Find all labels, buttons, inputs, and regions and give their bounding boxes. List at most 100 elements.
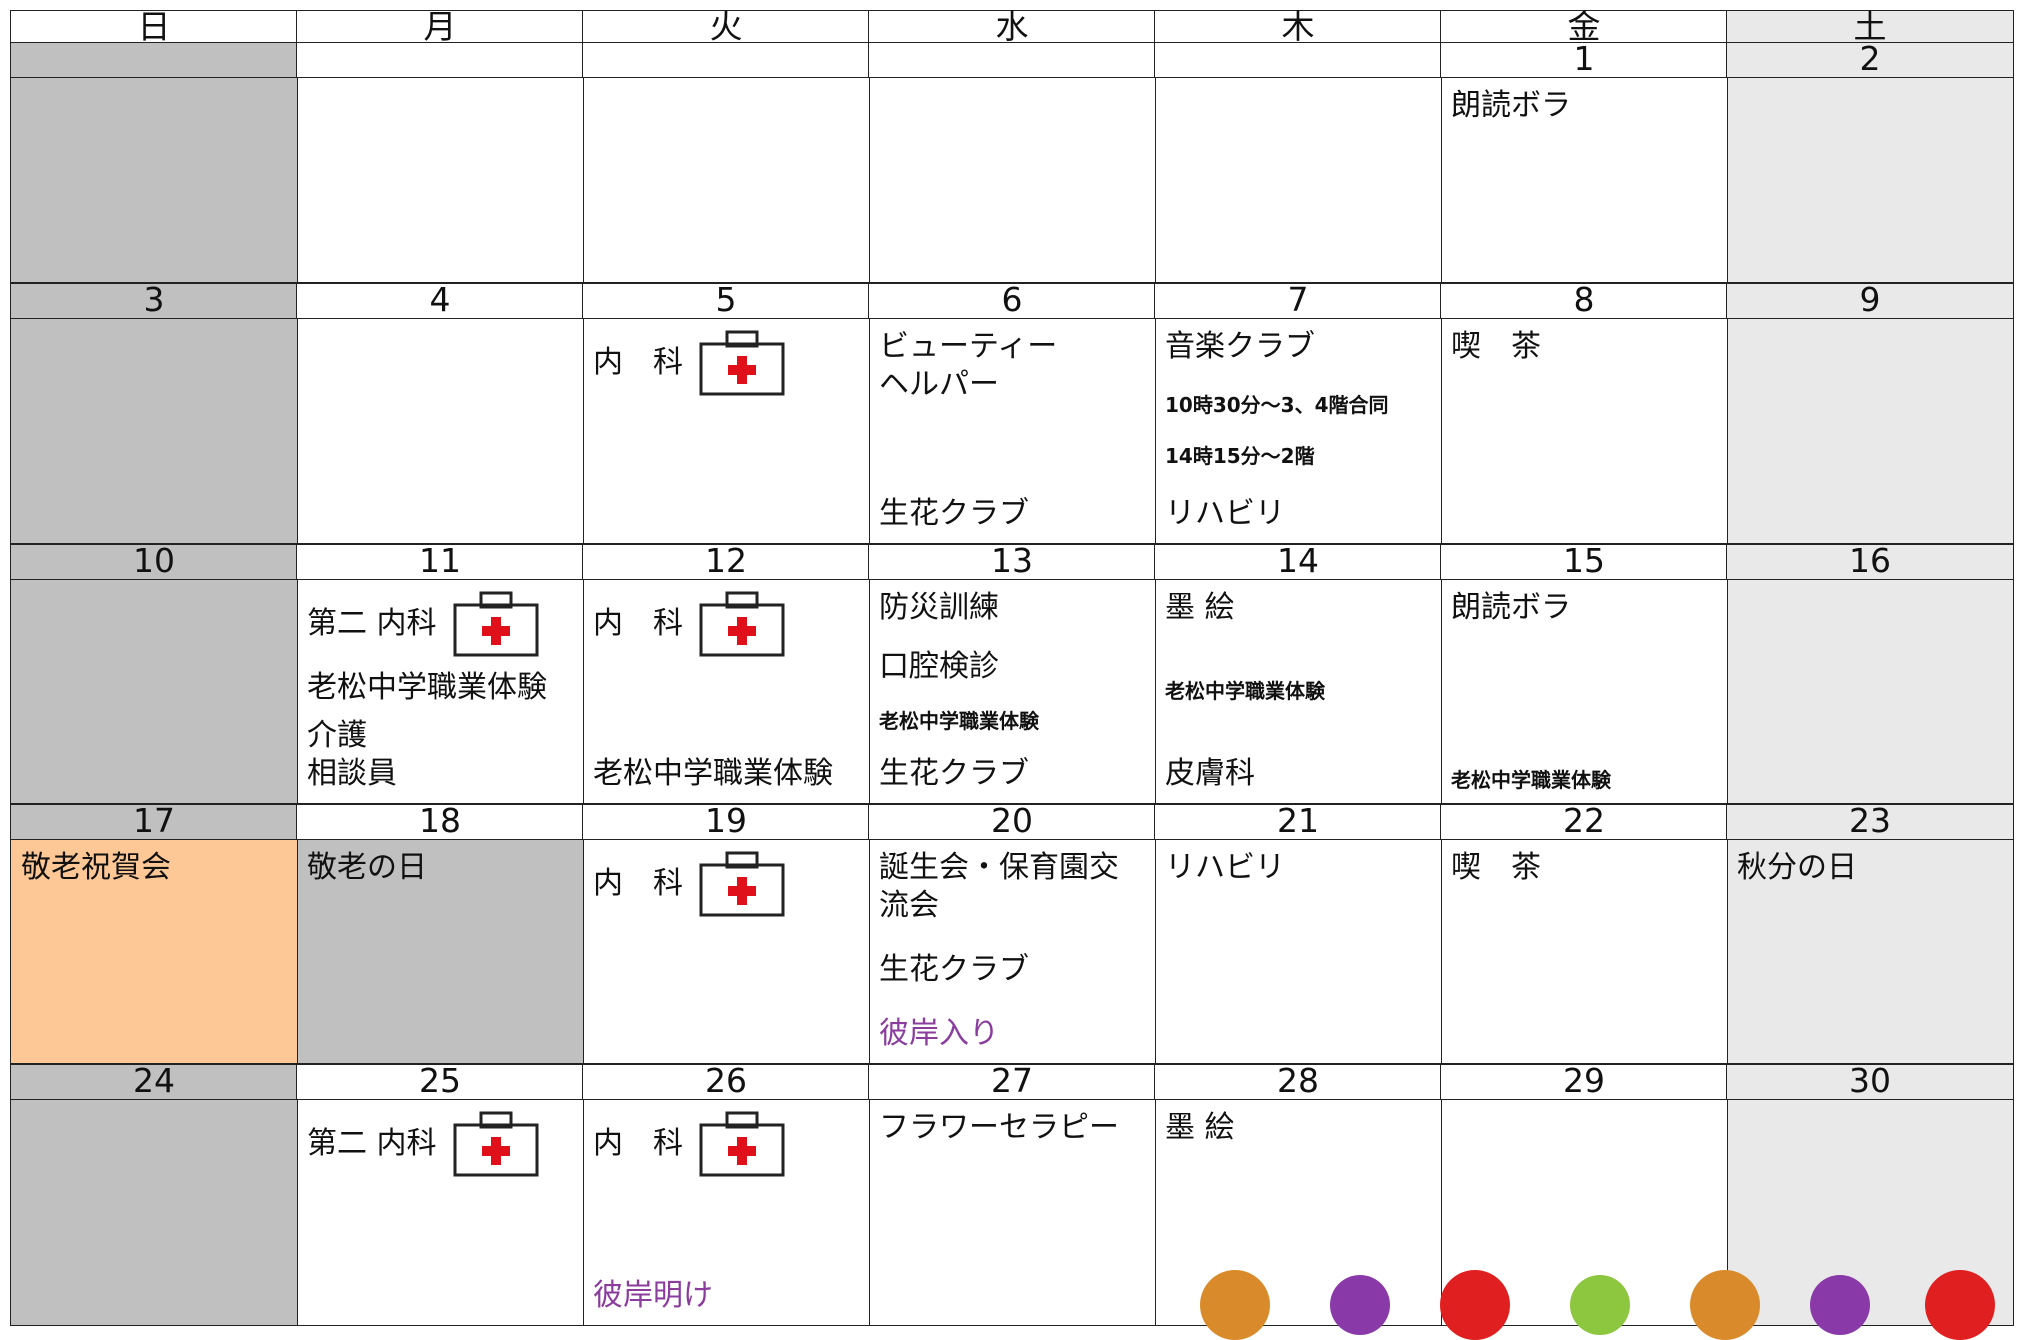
decoration [1440, 1270, 1510, 1340]
day-number: 3 [10, 283, 298, 319]
event: 14時15分～2階 [1165, 443, 1431, 469]
event: 生花クラブ [879, 495, 1145, 533]
day-cell: 第二 内科 老松中学職業体験 介護 相談員 [296, 578, 584, 804]
event: 内 科 [593, 849, 859, 919]
day-number: 23 [1726, 804, 2014, 840]
day-cell [10, 1098, 298, 1326]
day-cell: 朗読ボラ [1440, 76, 1728, 283]
event-text: 墨 絵 [1165, 1110, 1235, 1145]
medical-icon [453, 1111, 539, 1177]
day-cell: 敬老祝賀会 [10, 838, 298, 1064]
day-number: 24 [10, 1064, 298, 1100]
day-number: 10 [10, 544, 298, 580]
day-number: 9 [1726, 283, 2014, 319]
event-text: 音楽クラブ [1165, 329, 1315, 364]
day-number: 26 [582, 1064, 870, 1100]
decoration [1330, 1275, 1390, 1335]
day-number: 15 [1440, 544, 1728, 580]
event-text: 内 科 [593, 345, 683, 380]
day-number: 5 [582, 283, 870, 319]
event: 生花クラブ [879, 951, 1145, 989]
event-text: 老松中学職業体験 [879, 708, 1039, 733]
event-text: 老松中学職業体験 [1165, 679, 1325, 703]
event: 10時30分～3、4階合同 [1165, 392, 1431, 418]
event-text: 朗読ボラ [1451, 88, 1571, 123]
day-cell [1726, 76, 2014, 283]
weekday-header: 木 [1154, 10, 1442, 44]
day-cell: 朗読ボラ 老松中学職業体験 [1440, 578, 1728, 804]
day-number: 2 [1726, 42, 2014, 78]
day-number [868, 42, 1156, 78]
event-text: 秋分の日 [1737, 850, 1857, 885]
event-text: 墨 絵 [1165, 590, 1235, 625]
event: ビューティー ヘルパー [879, 328, 1145, 404]
day-cell: 第二 内科 [296, 1098, 584, 1326]
event-text: 生花クラブ [879, 952, 1029, 987]
event: 皮膚科 [1165, 755, 1431, 793]
event-text: 敬老祝賀会 [21, 850, 171, 885]
medical-icon [699, 591, 785, 657]
event-text: 生花クラブ [879, 755, 1029, 791]
day-number: 27 [868, 1064, 1156, 1100]
event-text: 朗読ボラ [1451, 590, 1571, 625]
event-text: リハビリ [1165, 495, 1285, 531]
event-text: 内 科 [593, 866, 683, 901]
event: 老松中学職業体験 [593, 755, 859, 793]
decoration [1690, 1270, 1760, 1340]
day-cell: 内 科 [582, 838, 870, 1064]
event-text: 内 科 [593, 1126, 683, 1161]
medical-icon [453, 591, 539, 657]
event: 生花クラブ [879, 755, 1145, 793]
event-text: 14時15分～2階 [1165, 444, 1315, 469]
day-cell [1726, 578, 2014, 804]
weekday-header: 水 [868, 10, 1156, 44]
day-number: 4 [296, 283, 584, 319]
event: 老松中学職業体験 [1165, 678, 1431, 704]
event: 介護 相談員 [307, 717, 573, 793]
medical-icon [699, 330, 785, 396]
day-number [296, 42, 584, 78]
day-cell [10, 578, 298, 804]
event-text: フラワーセラピー [879, 1110, 1119, 1145]
event: 喫 茶 [1451, 328, 1717, 366]
day-number: 18 [296, 804, 584, 840]
day-cell: 秋分の日 [1726, 838, 2014, 1064]
event: 朗読ボラ [1451, 87, 1717, 125]
day-cell: 内 科老松中学職業体験 [582, 578, 870, 804]
event: フラワーセラピー [879, 1109, 1145, 1147]
weekday-header: 土 [1726, 10, 2014, 44]
event: リハビリ [1165, 849, 1431, 887]
event: 内 科 [593, 328, 859, 398]
decoration [1200, 1270, 1270, 1340]
event-text: 喫 茶 [1451, 329, 1541, 364]
event: 内 科 [593, 1109, 859, 1179]
day-cell: 音楽クラブ 10時30分～3、4階合同 14時15分～2階リハビリ [1154, 317, 1442, 544]
event: 彼岸入り [879, 1015, 1145, 1053]
weekday-header: 月 [296, 10, 584, 44]
day-cell [296, 317, 584, 544]
event: 朗読ボラ [1451, 589, 1717, 627]
weekday-header: 火 [582, 10, 870, 44]
event: 第二 内科 [307, 1109, 573, 1179]
event: 誕生会・保育園交流会 [879, 849, 1145, 925]
event-text: 生花クラブ [879, 496, 1029, 531]
event: 墨 絵 [1165, 1109, 1431, 1147]
day-number: 21 [1154, 804, 1442, 840]
day-cell [10, 76, 298, 283]
day-number: 17 [10, 804, 298, 840]
day-cell: 内 科彼岸明け [582, 1098, 870, 1326]
event: 防災訓練 [879, 589, 1145, 627]
day-cell [868, 76, 1156, 283]
day-cell: 敬老の日 [296, 838, 584, 1064]
decoration [1810, 1275, 1870, 1335]
event-text: 喫 茶 [1451, 850, 1541, 885]
event-text: 内 科 [593, 606, 683, 641]
event-text: 第二 内科 [307, 1126, 437, 1161]
day-cell [1154, 76, 1442, 283]
day-number [1154, 42, 1442, 78]
day-cell [296, 76, 584, 283]
event: 敬老の日 [307, 849, 573, 887]
day-cell: リハビリ [1154, 838, 1442, 1064]
day-number: 19 [582, 804, 870, 840]
day-cell: 喫 茶 [1440, 838, 1728, 1064]
